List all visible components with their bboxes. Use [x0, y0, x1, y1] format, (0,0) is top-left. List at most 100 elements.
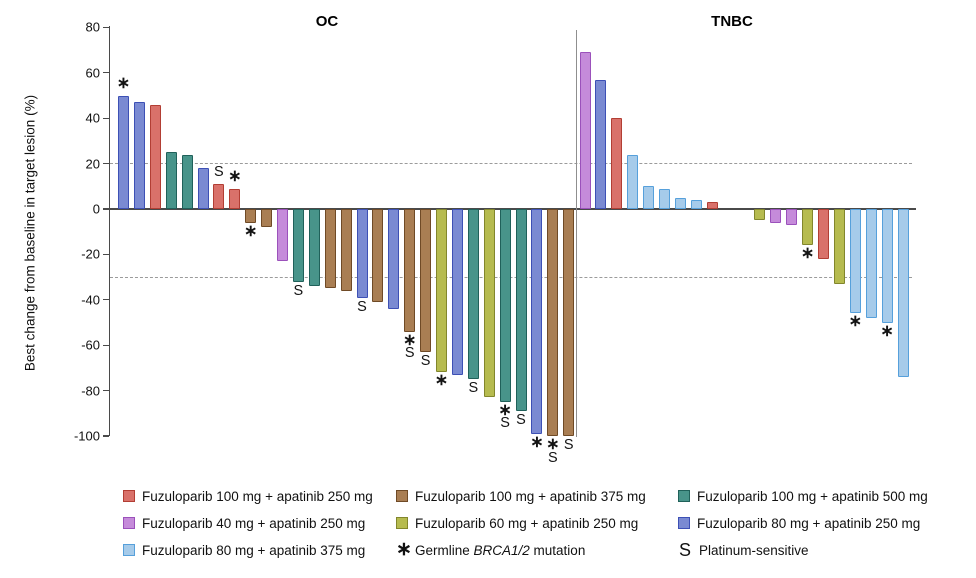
y-axis-tick — [102, 435, 109, 437]
legend-label-s: Platinum-sensitive — [699, 542, 809, 558]
bar-oc-22 — [451, 209, 463, 375]
bar-oc-10 — [261, 209, 273, 228]
y-axis-tick-label: -60 — [81, 337, 100, 353]
platinum-sensitive-marker: S — [500, 415, 510, 432]
legend-label-f80a250: Fuzuloparib 80 mg + apatinib 250 mg — [697, 515, 921, 531]
platinum-sensitive-marker: S — [357, 298, 367, 315]
bar-oc-25 — [499, 209, 511, 402]
legend-swatch-f100a500 — [678, 490, 690, 502]
platinum-sensitive-marker: S — [404, 345, 415, 362]
reference-line--30 — [110, 276, 912, 278]
bar-tnbc-12 — [786, 209, 798, 225]
bar-tnbc-7 — [674, 197, 686, 209]
bar-tnbc-8 — [690, 199, 702, 209]
legend-label-f100a500: Fuzuloparib 100 mg + apatinib 500 mg — [697, 488, 928, 504]
germline-brca-marker: ∗ — [880, 322, 894, 340]
platinum-sensitive-marker: S — [214, 164, 224, 181]
y-axis-tick — [102, 26, 109, 29]
y-axis-tick — [102, 208, 109, 210]
bar-tnbc-19 — [897, 209, 909, 377]
platinum-sensitive-marker: S — [468, 380, 479, 397]
bar-tnbc-15 — [833, 209, 845, 284]
y-axis-tick-label: -80 — [81, 383, 100, 399]
bar-tnbc-3 — [611, 118, 623, 209]
bar-oc-17 — [372, 209, 384, 303]
legend-item-star: ∗ Germline BRCA1/2 mutation — [396, 539, 586, 560]
legend-label-f100a250: Fuzuloparib 100 mg + apatinib 250 mg — [142, 488, 373, 504]
bar-oc-11 — [277, 209, 288, 262]
y-axis-tick-label: 0 — [92, 201, 100, 217]
bar-tnbc-14 — [818, 209, 829, 259]
bar-oc-20 — [420, 209, 432, 352]
bar-oc-29 — [563, 209, 575, 436]
germline-brca-symbol: ∗ — [396, 539, 412, 560]
group-title-tnbc: TNBC — [711, 13, 753, 30]
legend-swatch-f60a250 — [396, 517, 408, 529]
bar-oc-12 — [292, 209, 304, 282]
bar-oc-5 — [181, 154, 193, 209]
germline-brca-marker: ∗ — [402, 331, 417, 349]
germline-brca-marker: ∗ — [546, 436, 560, 453]
legend-swatch-f40a250 — [123, 517, 135, 529]
y-axis-tick — [102, 253, 109, 256]
bar-tnbc-13 — [802, 209, 814, 246]
bar-oc-1 — [118, 95, 129, 209]
platinum-sensitive-marker: S — [420, 353, 431, 369]
legend-label-f60a250: Fuzuloparib 60 mg + apatinib 250 mg — [415, 515, 639, 531]
y-axis-tick-label: -20 — [81, 246, 100, 262]
bar-oc-26 — [515, 209, 527, 412]
bar-oc-28 — [547, 209, 559, 436]
y-axis-tick — [102, 117, 109, 119]
platinum-sensitive-marker: S — [547, 449, 558, 466]
bar-oc-13 — [308, 209, 320, 287]
y-axis-tick — [102, 389, 109, 392]
legend-swatch-f100a250 — [123, 490, 135, 502]
bar-oc-8 — [229, 188, 241, 209]
y-axis-tick-label: -40 — [81, 292, 100, 308]
bar-tnbc-9 — [706, 202, 718, 209]
bar-oc-21 — [436, 209, 447, 373]
platinum-sensitive-marker: S — [293, 282, 304, 299]
bar-oc-16 — [356, 209, 368, 298]
germline-brca-marker: ∗ — [434, 372, 449, 390]
germline-brca-marker: ∗ — [498, 401, 512, 419]
group-title-oc: OC — [315, 13, 339, 30]
bar-tnbc-18 — [881, 209, 893, 323]
legend-item-s: S Platinum-sensitive — [678, 541, 809, 559]
reference-line-20 — [110, 163, 912, 164]
bar-tnbc-6 — [659, 188, 670, 209]
y-axis-label: Best change from baseline in target lesi… — [22, 94, 38, 372]
y-axis-tick-label: 40 — [85, 110, 100, 126]
bar-tnbc-11 — [770, 209, 782, 223]
legend-item-f40a250: Fuzuloparib 40 mg + apatinib 250 mg — [123, 515, 365, 531]
bar-oc-9 — [245, 209, 257, 223]
bar-oc-7 — [213, 184, 225, 209]
bar-tnbc-2 — [595, 79, 607, 209]
y-axis-line — [108, 26, 110, 436]
y-axis-tick-label: 80 — [85, 19, 100, 35]
legend-item-f80a250: Fuzuloparib 80 mg + apatinib 250 mg — [678, 515, 920, 531]
legend-swatch-f100a375 — [396, 490, 408, 502]
germline-brca-marker: ∗ — [848, 313, 862, 331]
legend-label-star: Germline BRCA1/2 mutation — [415, 542, 586, 558]
legend-label-f40a250: Fuzuloparib 40 mg + apatinib 250 mg — [142, 515, 366, 531]
legend-item-f80a375: Fuzuloparib 80 mg + apatinib 375 mg — [123, 542, 365, 558]
y-axis-tick-label: 20 — [85, 156, 100, 172]
legend-item-f100a375: Fuzuloparib 100 mg + apatinib 375 mg — [396, 488, 646, 504]
y-axis-tick-label: 60 — [85, 65, 100, 81]
legend-item-f100a250: Fuzuloparib 100 mg + apatinib 250 mg — [123, 488, 373, 504]
zero-baseline — [110, 208, 916, 210]
legend-swatch-f80a250 — [678, 517, 690, 529]
legend-label-f80a375: Fuzuloparib 80 mg + apatinib 375 mg — [142, 542, 366, 558]
germline-brca-marker: ∗ — [228, 167, 242, 185]
legend-swatch-f80a375 — [123, 544, 135, 556]
bar-tnbc-10 — [754, 209, 766, 221]
legend-item-f60a250: Fuzuloparib 60 mg + apatinib 250 mg — [396, 515, 638, 531]
bar-oc-24 — [483, 209, 495, 398]
legend-item-f100a500: Fuzuloparib 100 mg + apatinib 500 mg — [678, 488, 928, 504]
bar-oc-27 — [531, 209, 543, 434]
bar-tnbc-5 — [643, 186, 655, 209]
germline-brca-marker: ∗ — [243, 222, 258, 240]
platinum-sensitive-marker: S — [516, 412, 526, 429]
